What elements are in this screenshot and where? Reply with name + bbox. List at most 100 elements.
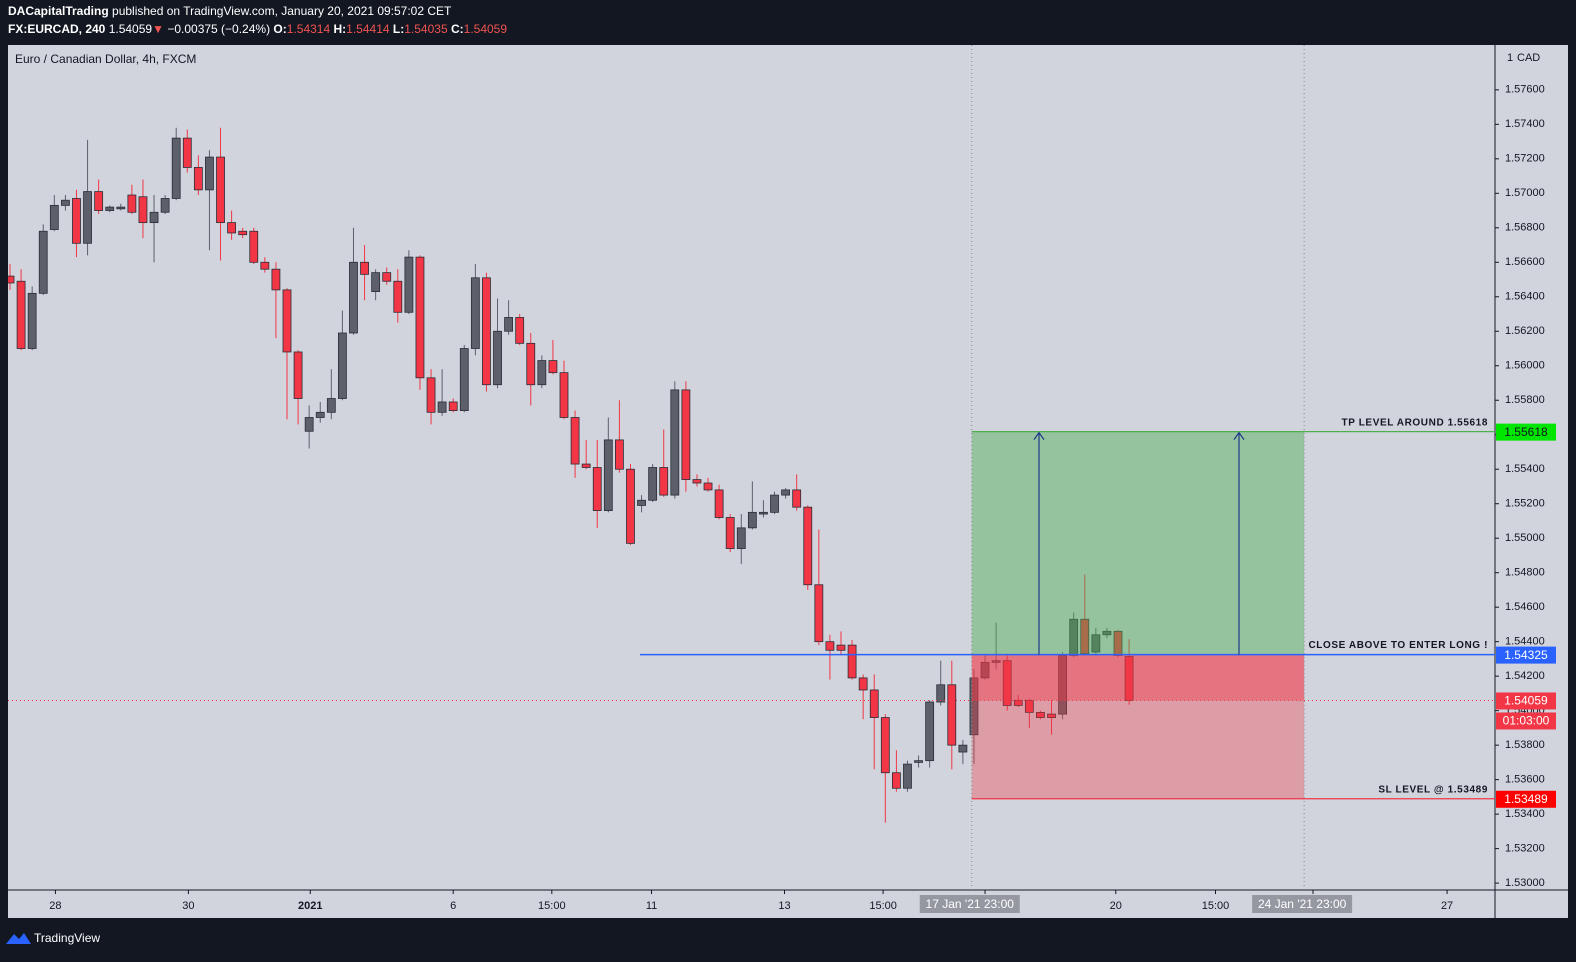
candle-body <box>1013 699 1023 706</box>
candle-body <box>404 256 414 313</box>
open-loss-zone <box>971 654 1305 701</box>
target-zone <box>971 431 1305 655</box>
candle-body <box>415 256 425 379</box>
candle-body <box>825 641 835 651</box>
candle-body <box>714 489 724 518</box>
ohlc-value: 1.54059 <box>464 22 508 36</box>
candle-body <box>249 230 259 263</box>
candle-body <box>537 360 547 386</box>
y-tick-label: 1.53400 <box>1505 808 1545 820</box>
candle-body <box>293 351 303 399</box>
candle-body <box>38 230 48 294</box>
axis-unit: CAD <box>1517 52 1540 64</box>
candle-body <box>448 401 458 411</box>
candle-body <box>205 156 214 191</box>
candle-body <box>16 280 26 349</box>
arrow-head <box>1033 431 1045 440</box>
x-tick-label: 20 <box>1110 900 1122 912</box>
stop-zone <box>971 654 1305 799</box>
candle-body <box>814 584 824 643</box>
candle-body <box>227 222 237 234</box>
candle-body <box>1024 699 1034 713</box>
candle-body <box>482 277 491 386</box>
candle-body <box>892 772 901 789</box>
candle-body <box>792 489 802 508</box>
ohlc-value: 1.54314 <box>287 22 331 36</box>
candle-body <box>371 272 381 293</box>
candle-body <box>1002 660 1012 706</box>
candle-body <box>803 506 813 586</box>
candle-body <box>847 644 857 679</box>
y-tick-label: 1.53200 <box>1505 843 1545 855</box>
candle-body <box>914 760 923 763</box>
x-tick-label: 11 <box>646 900 657 912</box>
candle-body <box>736 527 746 549</box>
x-tick-label: 28 <box>49 900 61 912</box>
candle-body <box>393 280 403 313</box>
candle-body <box>570 417 580 465</box>
candle-body <box>626 468 635 544</box>
candle-body <box>1113 630 1123 656</box>
symbol: FX:EURCAD, 240 <box>8 22 106 36</box>
candle-body <box>759 511 768 515</box>
price-label: 1.54325 <box>1504 648 1548 662</box>
candle-body <box>880 717 890 774</box>
ohlc-value: 1.54414 <box>346 22 390 36</box>
candle-body <box>836 644 846 651</box>
price-label: 1.54059 <box>1504 694 1548 708</box>
price-label-box <box>1496 646 1556 664</box>
y-tick-label: 1.54600 <box>1505 601 1545 613</box>
y-tick-label: 1.55200 <box>1505 498 1545 510</box>
annotation: CLOSE ABOVE TO ENTER LONG ! <box>1308 640 1488 651</box>
ohlc-label: H: <box>334 22 347 36</box>
candle-body <box>238 230 248 236</box>
annotation: SL LEVEL @ 1.53489 <box>1378 784 1488 795</box>
price-label: 1.55618 <box>1504 425 1548 439</box>
candle-body <box>969 677 979 736</box>
candle-body <box>304 417 314 432</box>
x-tick-label: 27 <box>1441 900 1453 912</box>
candle-body <box>1058 655 1067 715</box>
ohlc-label: C: <box>451 22 464 36</box>
candle-body <box>648 467 658 501</box>
price-label: 1.53489 <box>1504 792 1548 806</box>
candle-body <box>83 191 92 244</box>
y-tick-label: 1.56600 <box>1505 256 1545 268</box>
candle-body <box>858 677 868 691</box>
last-price: 1.54059 <box>109 22 153 36</box>
y-tick-label: 1.53800 <box>1505 739 1545 751</box>
candle-body <box>581 463 591 468</box>
candle-body <box>1036 711 1045 718</box>
candle-body <box>138 196 148 224</box>
chart-background <box>8 45 1568 918</box>
candle-body <box>515 317 525 344</box>
y-tick-label: 1.53600 <box>1505 774 1545 786</box>
y-tick-label: 1.54400 <box>1505 636 1545 648</box>
candle-body <box>936 684 946 703</box>
candle-body <box>869 689 879 718</box>
candle-body <box>337 332 347 399</box>
candle-body <box>958 744 968 753</box>
candle-body <box>149 211 159 224</box>
candle-body <box>49 204 59 230</box>
candle-body <box>1124 656 1134 701</box>
time-label-box <box>1252 895 1353 913</box>
time-label: 17 Jan '21 23:00 <box>926 897 1015 911</box>
candle-body <box>747 511 757 529</box>
candle-body <box>171 137 181 199</box>
candle-body <box>116 206 126 210</box>
x-tick-label: 13 <box>778 900 790 912</box>
publisher: DACapitalTrading <box>8 4 109 18</box>
candle-body <box>8 275 15 284</box>
time-label-box <box>919 895 1020 913</box>
candle-body <box>925 701 935 762</box>
y-tick-label: 1.55000 <box>1505 532 1545 544</box>
candle-body <box>127 194 137 213</box>
candle-body <box>470 277 480 349</box>
published: published on TradingView.com, January 20… <box>112 4 452 18</box>
header-line-2: FX:EURCAD, 240 1.54059▼ −0.00375 (−0.24%… <box>8 22 507 36</box>
candle-body <box>681 389 691 480</box>
candle-body <box>770 494 779 513</box>
x-tick-label: 15:00 <box>538 900 566 912</box>
